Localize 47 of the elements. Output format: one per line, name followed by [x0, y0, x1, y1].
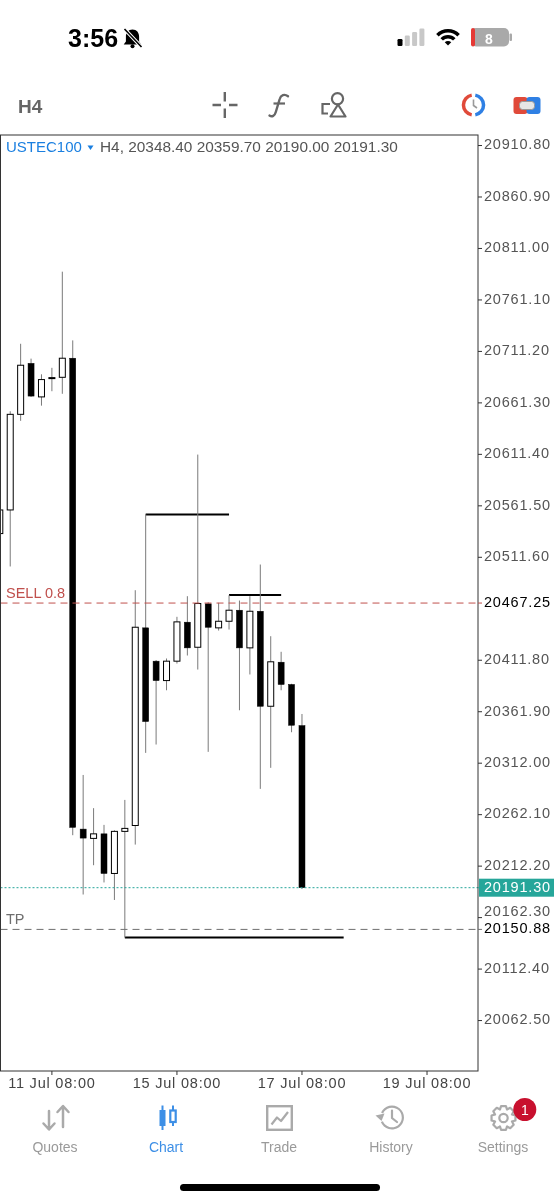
- text: History: [369, 1139, 413, 1155]
- y-tick-label: 20162.30: [484, 903, 551, 920]
- chart-title: USTEC100: [6, 137, 82, 155]
- chart-subtitle: H4, 20348.40 20359.70 20190.00 20191.30: [100, 137, 398, 155]
- y-tick-label: 20191.30: [484, 878, 551, 895]
- y-tick-label: 20150.88: [484, 920, 551, 937]
- candlestick: [58, 271, 66, 395]
- candlestick: [37, 373, 45, 407]
- text: Quotes: [32, 1139, 78, 1155]
- y-tick-label: 20312.00: [484, 754, 551, 771]
- y-tick-label: 20361.90: [484, 702, 551, 719]
- candlestick: [163, 658, 171, 691]
- y-tick-label: 20112.40: [484, 959, 550, 976]
- y-tick-label: 20212.20: [484, 856, 551, 873]
- y-tick-label: 20262.10: [484, 805, 551, 822]
- candlestick: [215, 602, 223, 632]
- y-tick-label: 20411.80: [484, 651, 550, 668]
- y-tick-label: 20611.40: [484, 445, 550, 462]
- ref-line-label: SELL 0.8: [6, 585, 66, 602]
- y-tick-label: 20711.20: [484, 342, 550, 359]
- y-tick-label: 20467.25: [484, 593, 551, 610]
- x-tick-label: 17 Jul 08:00: [257, 1075, 347, 1091]
- text: 8: [485, 30, 494, 47]
- text: Settings: [477, 1139, 529, 1155]
- text: Chart: [148, 1139, 184, 1155]
- y-tick-label: 20811.00: [484, 239, 550, 256]
- candlestick: [152, 659, 160, 746]
- x-tick-label: 15 Jul 08:00: [132, 1075, 222, 1091]
- text: 1: [520, 1101, 529, 1118]
- candlestick: [90, 807, 98, 866]
- text: 3:56: [68, 23, 119, 52]
- y-tick-label: 20661.30: [484, 393, 551, 410]
- text: Trade: [260, 1139, 298, 1155]
- text: H4: [18, 95, 43, 117]
- y-tick-label: 20860.90: [484, 187, 551, 204]
- candlestick: [277, 651, 285, 691]
- ref-line-label: TP: [6, 911, 25, 928]
- candlestick: [204, 601, 212, 753]
- y-tick-label: 20511.60: [484, 548, 550, 565]
- y-tick-label: 20910.80: [484, 136, 551, 153]
- x-tick-label: 11 Jul 08:00: [8, 1075, 96, 1091]
- y-tick-label: 20062.50: [484, 1011, 551, 1028]
- candlestick: [48, 367, 56, 392]
- candlestick: [79, 774, 87, 896]
- y-tick-label: 20761.10: [484, 290, 551, 307]
- y-tick-label: 20561.50: [484, 496, 551, 513]
- x-tick-label: 19 Jul 08:00: [382, 1075, 472, 1091]
